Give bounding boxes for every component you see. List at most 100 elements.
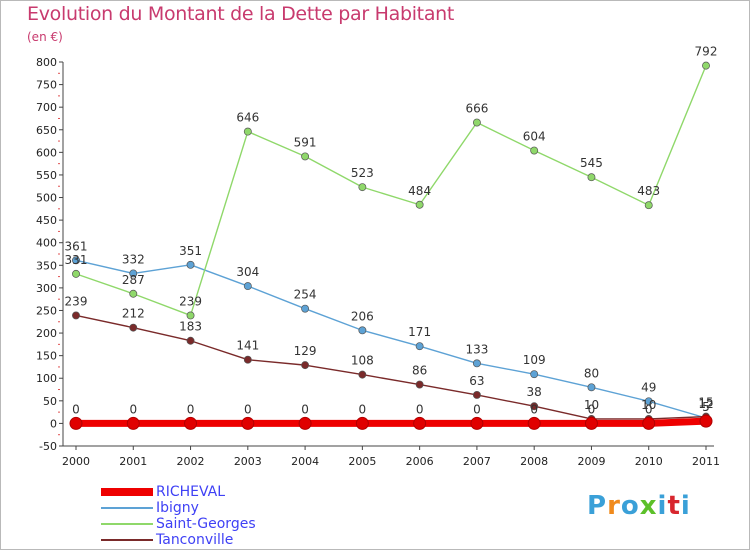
- y-tick-label: 750: [36, 79, 57, 92]
- data-point: [355, 416, 369, 430]
- data-point: [530, 370, 539, 379]
- data-label: 239: [65, 294, 88, 308]
- data-point: [415, 200, 424, 209]
- data-label: 141: [236, 339, 259, 353]
- data-label: 206: [351, 309, 374, 323]
- data-point: [298, 416, 312, 430]
- data-point: [301, 152, 310, 161]
- y-tick-label: 450: [36, 214, 57, 227]
- series-line-richeval: [72, 417, 710, 427]
- data-point: [301, 361, 310, 370]
- data-label: 109: [523, 353, 546, 367]
- x-tick-label: 2003: [234, 455, 262, 468]
- data-label: 0: [244, 402, 252, 416]
- series-points: [69, 61, 713, 430]
- data-point: [243, 282, 252, 291]
- y-tick-label: 700: [36, 101, 57, 114]
- data-label: 332: [122, 252, 145, 266]
- data-point: [472, 359, 481, 368]
- data-label: 254: [294, 288, 317, 302]
- y-tick-label: 150: [36, 350, 57, 363]
- legend-item-saint-georges: Saint-Georges: [101, 516, 256, 532]
- data-point: [644, 201, 653, 210]
- data-label: 10: [584, 398, 599, 412]
- y-tick-label: 250: [36, 304, 57, 317]
- legend: RICHEVAL Ibigny Saint-Georges Tanconville: [101, 484, 256, 548]
- data-point: [243, 355, 252, 364]
- chart-title: Evolution du Montant de la Dette par Hab…: [27, 3, 455, 25]
- legend-swatch: [101, 507, 153, 509]
- data-label: 15: [698, 396, 713, 410]
- y-tick-label: 350: [36, 259, 57, 272]
- y-tick-label: 650: [36, 124, 57, 137]
- data-point: [72, 311, 80, 320]
- logo-letter: r: [607, 491, 621, 521]
- data-point: [587, 383, 596, 392]
- data-point: [129, 269, 138, 278]
- data-label: 38: [527, 385, 542, 399]
- data-label: 0: [588, 402, 596, 416]
- data-point: [243, 127, 252, 136]
- data-label: 10: [641, 398, 656, 412]
- data-point: [186, 260, 195, 269]
- legend-swatch: [101, 523, 153, 525]
- y-tick-label: 300: [36, 282, 57, 295]
- data-label: 646: [236, 111, 259, 125]
- legend-item-ibigny: Ibigny: [101, 500, 256, 516]
- y-tick-label: -50: [39, 440, 57, 453]
- legend-item-richeval: RICHEVAL: [101, 484, 256, 500]
- data-point: [186, 336, 195, 345]
- y-tick-label: 400: [36, 237, 57, 250]
- data-label: 0: [645, 402, 653, 416]
- data-point: [186, 311, 195, 320]
- data-label: 0: [72, 402, 80, 416]
- data-point: [358, 326, 367, 335]
- data-labels: 361 332 351 304 254 206 171 133 109 80 49 12 331 287 2…: [65, 45, 718, 417]
- x-tick-label: 2006: [406, 455, 434, 468]
- data-label: 0: [530, 402, 538, 416]
- data-label: 212: [122, 307, 145, 321]
- data-point: [241, 416, 255, 430]
- data-point: [413, 416, 427, 430]
- data-label: 287: [122, 273, 145, 287]
- data-label: 0: [301, 402, 309, 416]
- data-label: 0: [129, 402, 137, 416]
- unit-label: (en €): [27, 30, 63, 44]
- data-point: [301, 304, 310, 313]
- data-label: 80: [584, 366, 599, 380]
- data-point: [184, 416, 198, 430]
- y-tick-label: 50: [43, 395, 57, 408]
- logo-letter: i: [657, 491, 668, 521]
- data-point: [72, 269, 80, 278]
- data-point: [584, 416, 598, 430]
- x-tick-label: 2009: [577, 455, 605, 468]
- axes: -500501001502002503003504004505005506006…: [36, 56, 720, 468]
- data-label: 49: [641, 380, 656, 394]
- legend-label: Ibigny: [156, 500, 199, 516]
- y-tick-label: 600: [36, 146, 57, 159]
- data-point: [415, 380, 424, 389]
- data-label: 0: [416, 402, 424, 416]
- data-point: [69, 416, 83, 430]
- data-point: [527, 416, 541, 430]
- y-tick-label: 0: [50, 417, 57, 430]
- logo-letter: x: [639, 491, 658, 521]
- x-tick-label: 2005: [348, 455, 376, 468]
- data-label: 792: [695, 45, 718, 59]
- y-tick-label: 800: [36, 56, 57, 69]
- data-label: 351: [179, 244, 202, 258]
- data-point: [587, 173, 596, 182]
- logo-letter: t: [667, 491, 681, 521]
- data-point: [358, 370, 367, 379]
- data-point: [702, 61, 710, 70]
- data-label: 304: [236, 265, 259, 279]
- series-line-tanconville: [75, 314, 707, 420]
- data-label: 604: [523, 130, 546, 144]
- data-point: [530, 402, 539, 411]
- x-tick-label: 2000: [62, 455, 90, 468]
- data-point: [129, 289, 138, 298]
- data-label: 129: [294, 344, 317, 358]
- data-label: 0: [359, 402, 367, 416]
- y-tick-label: 550: [36, 169, 57, 182]
